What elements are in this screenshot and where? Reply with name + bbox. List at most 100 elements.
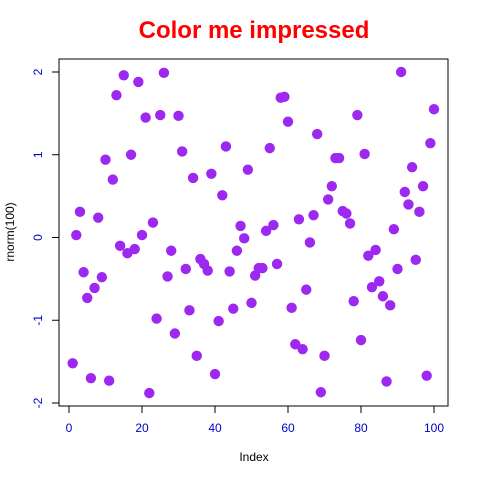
y-tick-label: 1	[31, 151, 45, 158]
data-point	[308, 209, 319, 221]
data-point	[114, 240, 126, 251]
data-point	[169, 328, 181, 339]
y-tick-label: 0	[31, 234, 45, 241]
data-point	[144, 387, 155, 399]
data-point	[191, 350, 202, 362]
x-axis: 0 20 40 60 80 100	[66, 405, 444, 435]
data-point	[374, 276, 385, 287]
chart-title: Color me impressed	[139, 17, 370, 44]
data-point	[264, 142, 275, 154]
data-point	[224, 266, 235, 277]
data-point	[100, 154, 111, 165]
data-point	[352, 109, 363, 121]
data-point	[89, 282, 100, 294]
data-point	[184, 305, 195, 316]
data-point	[279, 91, 290, 103]
data-point	[213, 315, 224, 327]
plot-area-frame	[58, 58, 449, 407]
data-point	[271, 258, 283, 270]
data-point	[385, 300, 396, 311]
data-point	[348, 296, 359, 307]
data-point	[151, 313, 162, 324]
y-axis: -2 -1 0 1 2	[31, 68, 60, 408]
x-tick-label: 60	[281, 421, 295, 435]
data-point	[125, 149, 137, 160]
data-point	[406, 161, 418, 173]
data-point	[85, 372, 97, 384]
y-tick-label: -2	[31, 397, 45, 408]
data-point	[187, 172, 199, 184]
y-tick-label: 2	[31, 68, 45, 75]
data-point	[395, 66, 407, 78]
data-point	[202, 265, 213, 276]
data-point	[417, 180, 429, 192]
data-point	[344, 218, 356, 229]
data-point	[180, 263, 191, 275]
data-point	[78, 267, 89, 278]
data-point	[111, 89, 122, 101]
data-point	[107, 174, 119, 185]
y-tick-label: -1	[31, 315, 45, 326]
data-point	[341, 208, 352, 219]
data-point	[315, 387, 327, 398]
data-point	[381, 376, 392, 387]
data-point	[103, 375, 115, 386]
data-point	[82, 292, 93, 304]
data-point	[176, 146, 188, 157]
data-point	[366, 281, 378, 293]
data-point	[93, 212, 104, 223]
x-tick-label: 0	[66, 421, 73, 435]
data-point	[67, 358, 78, 369]
x-tick-label: 80	[354, 421, 368, 435]
data-point	[421, 370, 432, 381]
data-point	[217, 190, 228, 201]
data-point	[388, 224, 400, 235]
data-point	[74, 206, 86, 218]
data-point	[257, 262, 268, 274]
data-point	[246, 297, 257, 309]
data-point	[392, 263, 403, 275]
data-point	[228, 303, 239, 314]
data-point	[370, 244, 381, 256]
data-point	[293, 214, 305, 225]
data-point	[239, 233, 250, 244]
data-point	[297, 344, 308, 355]
data-point	[166, 245, 177, 256]
data-point	[399, 186, 410, 198]
data-point	[425, 137, 436, 149]
data-point	[359, 148, 370, 160]
data-point	[133, 76, 144, 88]
data-point	[333, 152, 345, 164]
data-point	[326, 180, 337, 192]
data-point	[155, 109, 166, 121]
x-axis-label: Index	[239, 450, 268, 464]
data-point	[209, 368, 221, 380]
data-point	[286, 302, 297, 314]
data-points	[67, 66, 440, 399]
data-point	[242, 164, 254, 175]
data-point	[71, 229, 82, 241]
data-point	[301, 284, 312, 295]
data-point	[304, 237, 316, 248]
data-point	[96, 272, 108, 283]
data-point	[129, 243, 140, 255]
data-point	[363, 250, 374, 261]
data-point	[206, 168, 217, 179]
data-point	[147, 217, 159, 228]
data-point	[158, 67, 170, 79]
data-point	[428, 104, 440, 115]
data-point	[260, 225, 272, 237]
data-point	[355, 334, 367, 346]
data-point	[235, 220, 246, 232]
data-point	[136, 229, 148, 241]
data-point	[231, 245, 243, 256]
data-point	[162, 271, 173, 282]
data-point	[322, 194, 334, 205]
data-point	[220, 141, 232, 152]
data-point	[268, 219, 279, 231]
data-point	[312, 128, 323, 140]
data-point	[118, 70, 129, 81]
data-point	[319, 350, 330, 362]
data-point	[282, 116, 294, 127]
